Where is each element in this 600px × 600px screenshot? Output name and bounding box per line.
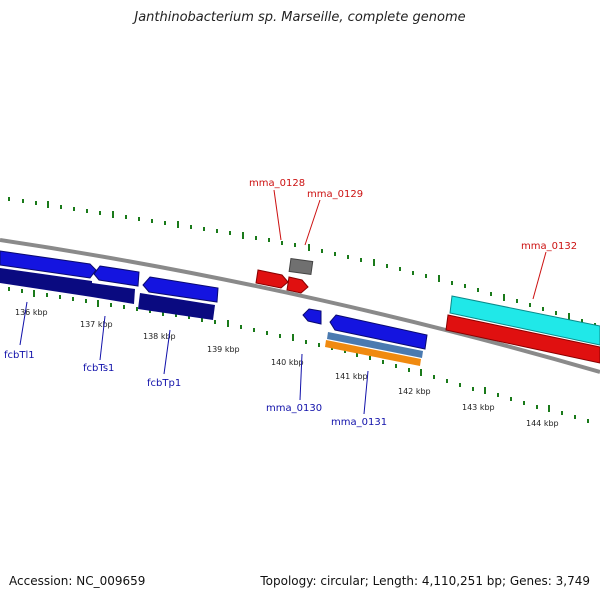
label-leaders — [19, 189, 547, 415]
gene-label-fcbTs1[interactable]: fcbTs1 — [83, 363, 114, 374]
tick-label-144: 144 kbp — [526, 419, 559, 428]
outer-tick-ring — [8, 197, 596, 327]
gene-feature-mma-0132-cyan[interactable] — [449, 295, 600, 346]
map-title: Janthinobacterium sp. Marseille, complet… — [134, 10, 466, 25]
gene-label-mma-0131[interactable]: mma_0131 — [331, 417, 387, 428]
accession-text: Accession: NC_009659 — [9, 574, 146, 588]
gene-feature-fcbTs1[interactable] — [93, 265, 140, 287]
tick-label-137: 137 kbp — [80, 320, 113, 329]
gene-feature-fcbTl1[interactable] — [0, 250, 97, 279]
gene-label-mma-0128[interactable]: mma_0128 — [249, 178, 305, 189]
gene-label-mma-0132[interactable]: mma_0132 — [521, 241, 577, 252]
gene-label-fcbTl1[interactable]: fcbTl1 — [4, 350, 35, 361]
tick-label-143: 143 kbp — [462, 403, 495, 412]
inner-tick-ring — [8, 287, 589, 423]
gene-feature-mma-0129[interactable] — [286, 276, 309, 294]
gene-feature-grey[interactable] — [288, 257, 314, 276]
gene-feature-mma-0132[interactable] — [445, 314, 600, 364]
gene-feature-fcbTp1[interactable] — [142, 276, 219, 303]
tick-label-138: 138 kbp — [143, 332, 176, 341]
tick-label-139: 139 kbp — [207, 345, 240, 354]
gene-feature-mma-0131[interactable] — [329, 314, 428, 350]
gene-feature-mma-0128[interactable] — [255, 269, 289, 289]
gene-label-fcbTp1[interactable]: fcbTp1 — [147, 378, 181, 389]
tick-label-141: 141 kbp — [335, 372, 368, 381]
gene-feature-steel[interactable] — [327, 332, 423, 358]
tick-label-140: 140 kbp — [271, 358, 304, 367]
gene-feature-navy-1[interactable] — [0, 268, 92, 297]
gene-feature-navy-2[interactable] — [92, 283, 135, 304]
gene-label-mma-0130[interactable]: mma_0130 — [266, 403, 322, 414]
tick-label-136: 136 kbp — [15, 308, 48, 317]
gene-feature-navy-3[interactable] — [138, 293, 215, 320]
genome-summary: Topology: circular; Length: 4,110,251 bp… — [260, 574, 590, 588]
gene-feature-orange[interactable] — [325, 340, 421, 366]
genome-backbone — [0, 238, 600, 374]
tick-label-142: 142 kbp — [398, 387, 431, 396]
gene-feature-mma-0130[interactable] — [302, 308, 322, 325]
gene-label-mma-0129[interactable]: mma_0129 — [307, 189, 363, 200]
